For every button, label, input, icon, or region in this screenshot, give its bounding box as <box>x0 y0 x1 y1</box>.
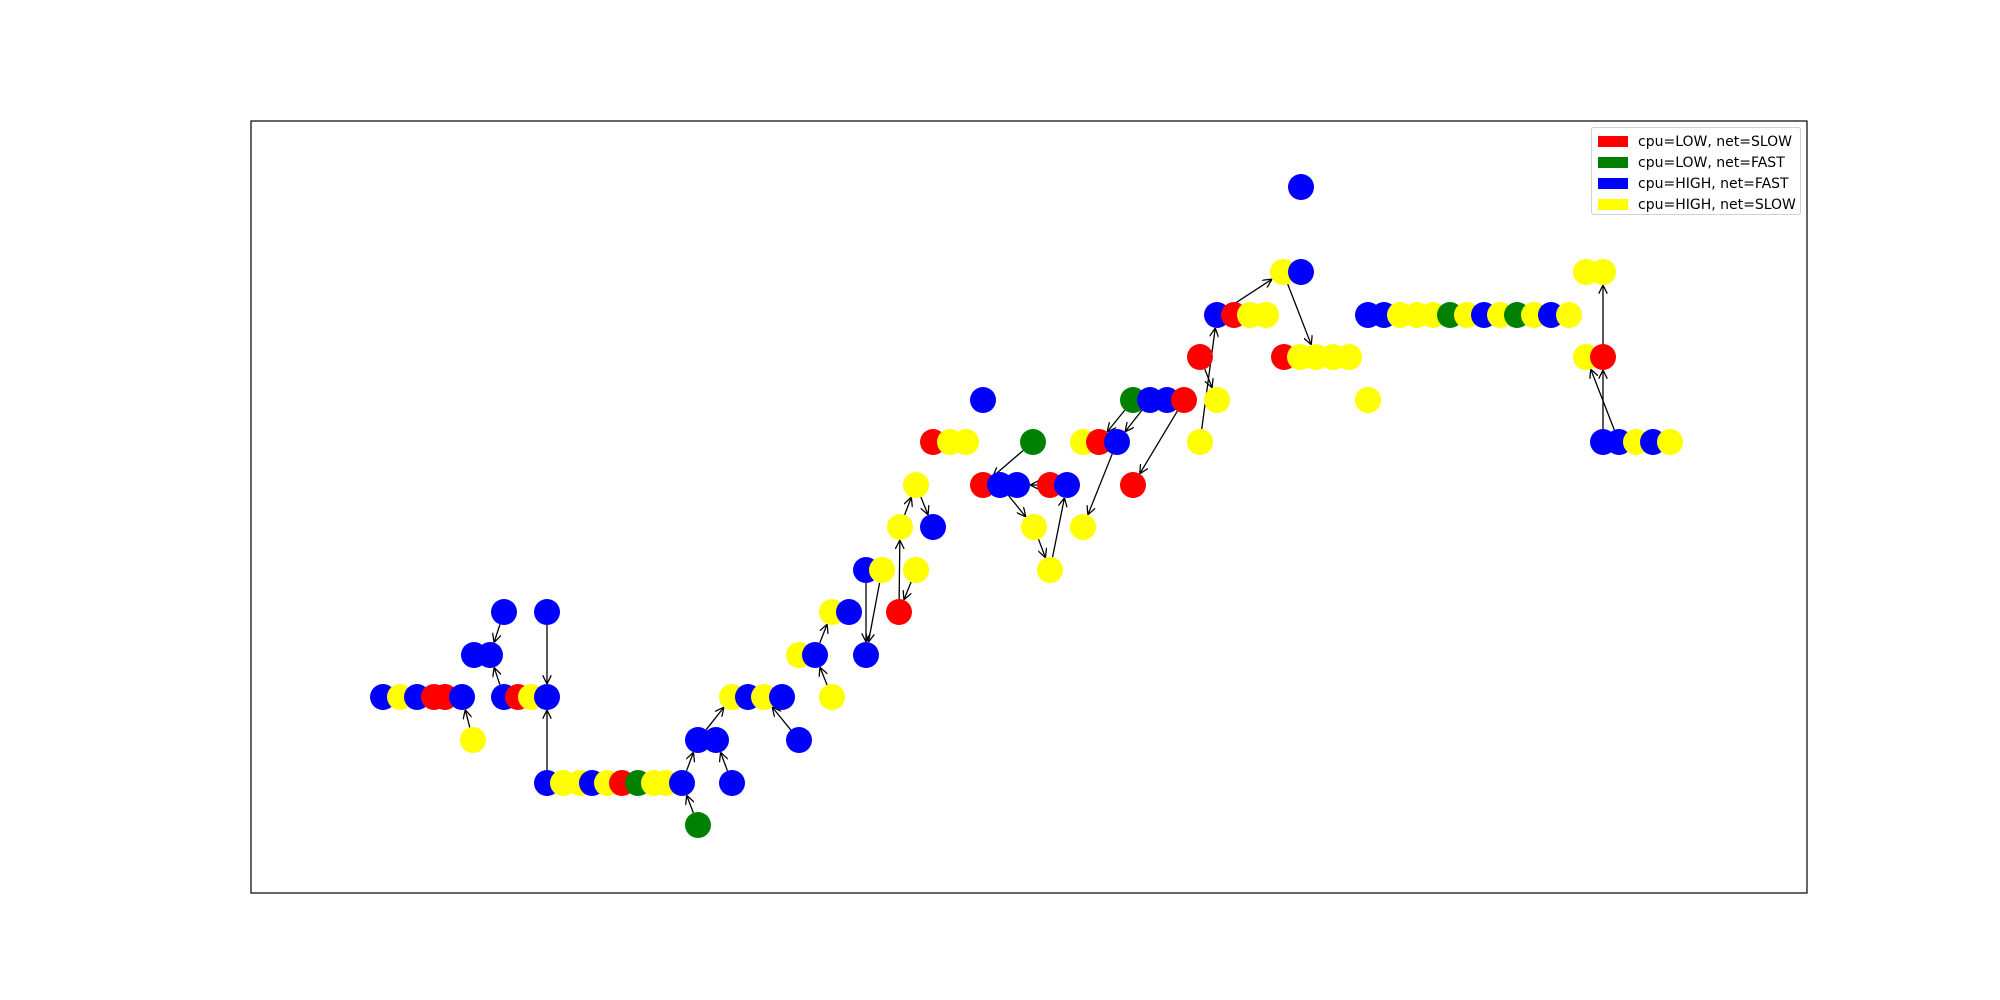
legend-swatch <box>1598 199 1628 210</box>
graph-node <box>1538 302 1564 328</box>
graph-node <box>1288 259 1314 285</box>
graph-node <box>1288 174 1314 200</box>
graph-node <box>1086 429 1112 455</box>
graph-edge <box>905 498 911 516</box>
graph-edge <box>465 711 469 728</box>
graph-node <box>1355 387 1381 413</box>
legend: cpu=LOW, net=SLOW cpu=LOW, net=FAST cpu=… <box>1591 127 1801 215</box>
graph-node <box>751 684 777 710</box>
legend-swatch <box>1598 157 1628 168</box>
graph-node <box>1020 429 1046 455</box>
graph-node <box>836 599 862 625</box>
graph-edge <box>1088 453 1113 514</box>
graph-node <box>802 642 828 668</box>
graph-node <box>1021 514 1047 540</box>
graph-node <box>869 557 895 583</box>
legend-item-low-slow: cpu=LOW, net=SLOW <box>1598 131 1794 152</box>
graph-node <box>1270 259 1296 285</box>
graph-edge <box>1007 494 1025 516</box>
graph-edge <box>1037 538 1046 557</box>
legend-item-high-slow: cpu=HIGH, net=SLOW <box>1598 194 1796 215</box>
graph-node <box>460 727 486 753</box>
graph-node <box>1590 259 1616 285</box>
graph-edge <box>1201 329 1215 430</box>
graph-edge <box>705 708 723 731</box>
graph-node <box>887 514 913 540</box>
graph-node <box>1004 472 1030 498</box>
graph-node <box>903 557 929 583</box>
graph-node <box>1070 514 1096 540</box>
graph-node <box>685 812 711 838</box>
graph-edge <box>494 624 500 641</box>
legend-label: cpu=LOW, net=SLOW <box>1638 133 1793 150</box>
graph-node <box>477 642 503 668</box>
graph-node <box>1171 387 1197 413</box>
graph-node <box>1590 344 1616 370</box>
graph-node <box>1253 302 1279 328</box>
graph-edge <box>1126 409 1143 431</box>
legend-label: cpu=LOW, net=FAST <box>1638 154 1785 171</box>
graph-node <box>491 599 517 625</box>
plot-frame <box>250 120 1808 894</box>
graph-node <box>1037 557 1063 583</box>
graph-node <box>703 727 729 753</box>
legend-label: cpu=HIGH, net=SLOW <box>1638 196 1796 213</box>
legend-item-high-fast: cpu=HIGH, net=FAST <box>1598 173 1794 194</box>
legend-item-low-fast: cpu=LOW, net=FAST <box>1598 152 1794 173</box>
legend-swatch <box>1598 136 1628 147</box>
graph-edge <box>1108 409 1126 431</box>
graph-node <box>853 642 879 668</box>
graph-node <box>669 770 695 796</box>
legend-swatch <box>1598 178 1628 189</box>
graph-edge <box>721 753 729 772</box>
graph-node <box>903 472 929 498</box>
graph-edge <box>869 582 881 641</box>
graph-node <box>786 727 812 753</box>
edge-layer <box>465 280 1639 814</box>
graph-edge <box>1591 370 1615 431</box>
graph-node <box>719 770 745 796</box>
graph-node <box>886 599 912 625</box>
graph-edge <box>920 496 928 514</box>
graph-node <box>1187 344 1213 370</box>
graph-edge <box>685 753 694 772</box>
graph-node <box>769 684 795 710</box>
graph-node <box>1657 429 1683 455</box>
graph-node <box>1556 302 1582 328</box>
graph-edge <box>899 541 900 600</box>
graph-edge <box>820 668 828 686</box>
graph-node <box>1204 387 1230 413</box>
graph-edge <box>687 796 693 814</box>
graph-node <box>1336 344 1362 370</box>
graph-node <box>920 514 946 540</box>
graph-node <box>1054 472 1080 498</box>
graph-node <box>819 684 845 710</box>
graph-node <box>1104 429 1130 455</box>
node-layer <box>370 174 1683 838</box>
graph-node <box>953 429 979 455</box>
graph-node <box>534 684 560 710</box>
graph-node <box>1187 429 1213 455</box>
graph-edge <box>994 449 1024 475</box>
graph-edge <box>1051 499 1065 558</box>
graph-edge <box>819 625 827 644</box>
graph-node <box>534 599 560 625</box>
graph-node <box>1120 472 1146 498</box>
legend-label: cpu=HIGH, net=FAST <box>1638 175 1789 192</box>
graph-node <box>685 727 711 753</box>
graph-edge <box>773 708 792 731</box>
graph-edge <box>904 581 912 599</box>
graph-edge <box>1287 283 1311 344</box>
graph-node <box>449 684 475 710</box>
graph-node <box>970 387 996 413</box>
graph-edge <box>1140 410 1178 473</box>
graph-edge <box>494 668 499 685</box>
